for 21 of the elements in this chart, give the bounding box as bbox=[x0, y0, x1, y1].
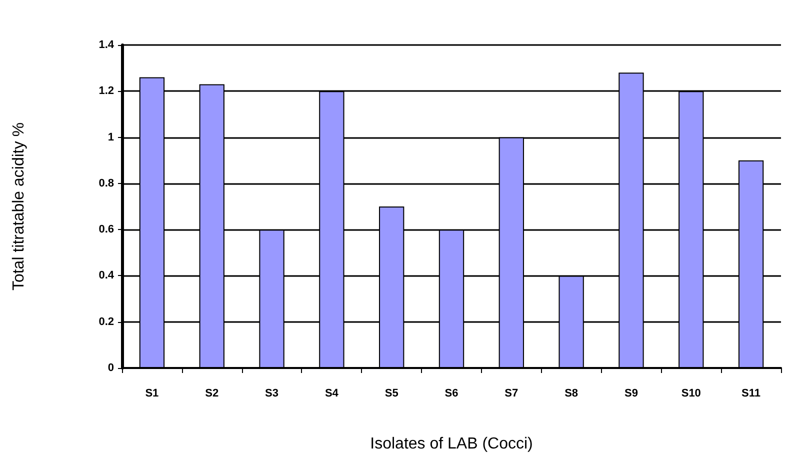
x-tick-label: S8 bbox=[564, 388, 578, 400]
y-tick-label: 1.2 bbox=[98, 85, 114, 98]
y-tick-label: 1 bbox=[108, 131, 114, 144]
x-axis-title: Isolates of LAB (Cocci) bbox=[370, 436, 533, 452]
x-tick-label: S3 bbox=[265, 388, 279, 400]
x-tick-label: S5 bbox=[384, 388, 398, 400]
y-axis-title: Total titratable acidity % bbox=[10, 122, 28, 291]
x-tick-label: S10 bbox=[681, 388, 701, 400]
x-tick-label: S2 bbox=[205, 388, 219, 400]
x-tick-label: S6 bbox=[444, 388, 458, 400]
y-tick-label: 0.6 bbox=[98, 224, 114, 236]
y-tick-label: 0.4 bbox=[98, 270, 115, 282]
x-tick-label: S1 bbox=[145, 388, 159, 400]
y-tick-label: 0.2 bbox=[98, 316, 114, 328]
y-tick-label: 0.8 bbox=[98, 177, 114, 190]
y-tick-label: 1.4 bbox=[98, 39, 115, 51]
y-tick-label: 0 bbox=[108, 362, 114, 374]
x-tick-label: S4 bbox=[324, 388, 340, 400]
x-tick-label: S11 bbox=[742, 388, 761, 400]
x-tick-label: S7 bbox=[504, 388, 518, 400]
x-tick-label: S9 bbox=[624, 388, 638, 400]
